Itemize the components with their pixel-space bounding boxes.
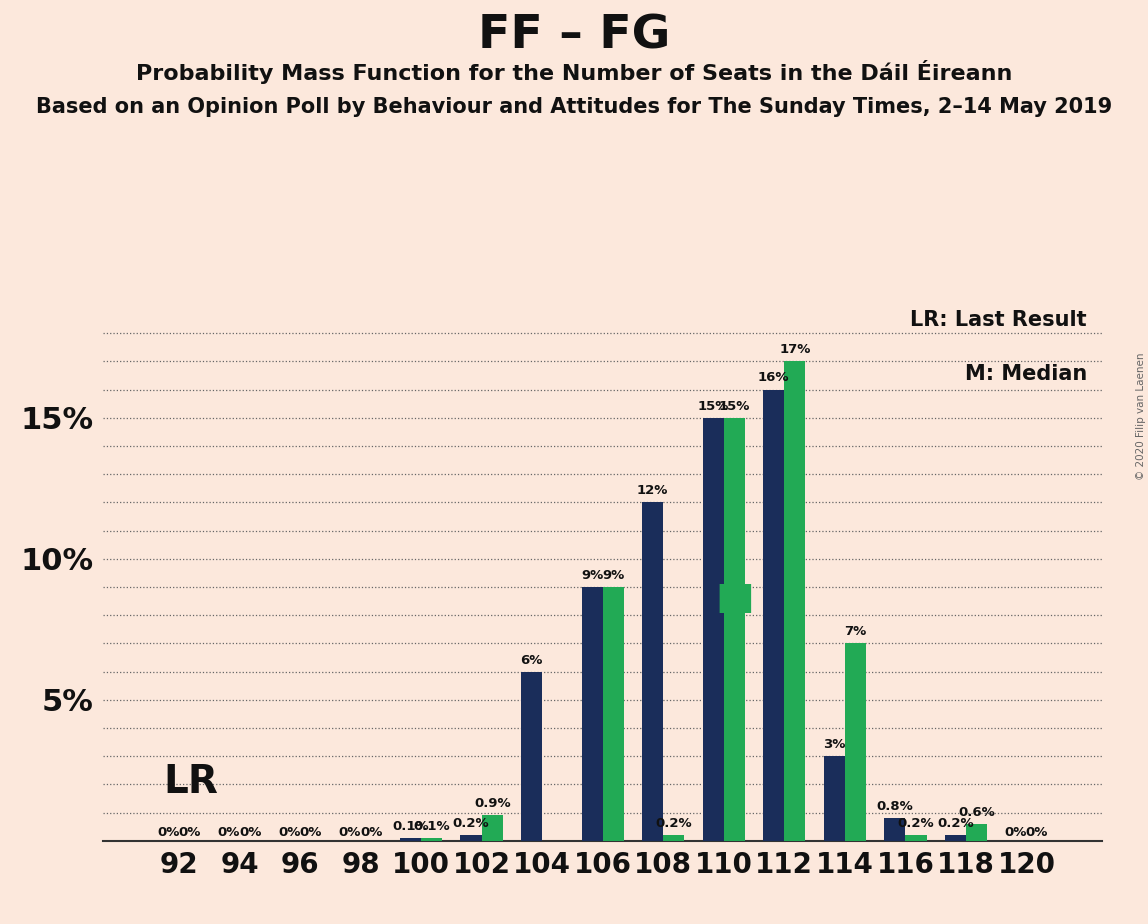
Text: 6%: 6% [520, 653, 543, 666]
Bar [823, 756, 845, 841]
Text: 0%: 0% [278, 826, 301, 839]
Text: 0.8%: 0.8% [876, 800, 913, 813]
Text: 17%: 17% [779, 343, 810, 357]
Text: 0%: 0% [360, 826, 382, 839]
Text: FF – FG: FF – FG [478, 14, 670, 59]
Bar [603, 587, 623, 841]
Bar [723, 418, 745, 841]
Text: M: M [715, 583, 754, 621]
Bar [763, 390, 784, 841]
Text: 3%: 3% [823, 738, 845, 751]
Bar [582, 587, 603, 841]
Bar [460, 835, 482, 841]
Text: 0%: 0% [300, 826, 321, 839]
Bar [400, 838, 421, 841]
Text: 0.2%: 0.2% [937, 817, 974, 830]
Text: 0%: 0% [1026, 826, 1048, 839]
Text: 0.6%: 0.6% [959, 806, 995, 819]
Text: 0.2%: 0.2% [656, 817, 692, 830]
Text: 0%: 0% [218, 826, 240, 839]
Text: Probability Mass Function for the Number of Seats in the Dáil Éireann: Probability Mass Function for the Number… [135, 60, 1013, 84]
Text: 0.1%: 0.1% [393, 820, 429, 833]
Bar [521, 672, 542, 841]
Text: Based on an Opinion Poll by Behaviour and Attitudes for The Sunday Times, 2–14 M: Based on an Opinion Poll by Behaviour an… [36, 97, 1112, 117]
Text: 0%: 0% [1004, 826, 1027, 839]
Text: 0.1%: 0.1% [413, 820, 450, 833]
Text: 0.2%: 0.2% [898, 817, 934, 830]
Bar [945, 835, 965, 841]
Text: 0%: 0% [157, 826, 179, 839]
Bar [906, 835, 926, 841]
Bar [664, 835, 684, 841]
Text: LR: Last Result: LR: Last Result [910, 310, 1087, 330]
Text: 15%: 15% [719, 400, 750, 413]
Text: 7%: 7% [844, 626, 867, 638]
Bar [703, 418, 723, 841]
Bar [421, 838, 442, 841]
Bar [845, 643, 866, 841]
Text: 15%: 15% [698, 400, 729, 413]
Text: M: Median: M: Median [964, 364, 1087, 383]
Text: 0.2%: 0.2% [452, 817, 489, 830]
Bar [884, 819, 906, 841]
Bar [482, 816, 503, 841]
Text: LR: LR [164, 763, 219, 801]
Text: 12%: 12% [637, 484, 668, 497]
Bar [784, 361, 806, 841]
Text: 0.9%: 0.9% [474, 797, 511, 810]
Text: 16%: 16% [758, 371, 790, 384]
Text: © 2020 Filip van Laenen: © 2020 Filip van Laenen [1135, 352, 1146, 480]
Text: 9%: 9% [581, 569, 603, 582]
Text: 0%: 0% [239, 826, 262, 839]
Bar [965, 824, 987, 841]
Text: 0%: 0% [339, 826, 362, 839]
Text: 0%: 0% [178, 826, 201, 839]
Text: 9%: 9% [603, 569, 625, 582]
Bar [642, 503, 664, 841]
